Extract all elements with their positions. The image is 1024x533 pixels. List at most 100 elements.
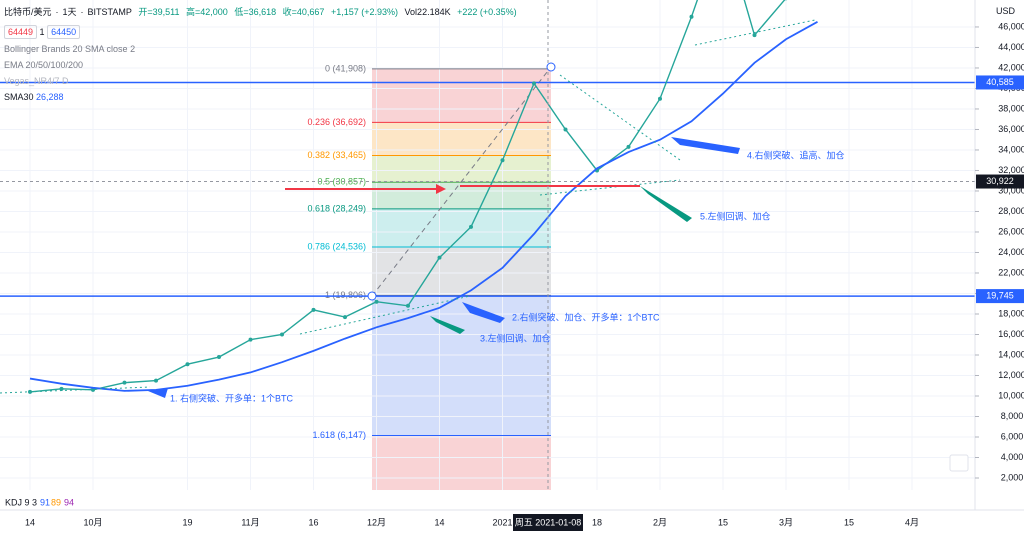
y-tick-label: 8,000 bbox=[1001, 411, 1024, 421]
y-tick-label: 28,000 bbox=[998, 206, 1024, 216]
crosshair-date: 周五 2021-01-08 bbox=[515, 517, 582, 527]
interval: 1天 bbox=[56, 7, 77, 17]
x-tick-label: 14 bbox=[25, 517, 35, 527]
y-tick-label: 10,000 bbox=[998, 390, 1024, 400]
y-tick-label: 18,000 bbox=[998, 308, 1024, 318]
price-point bbox=[311, 307, 316, 312]
trend-line bbox=[539, 179, 681, 196]
y-tick-label: 24,000 bbox=[998, 247, 1024, 257]
y-tick-label: 6,000 bbox=[1001, 431, 1024, 441]
y-tick-label: 30,000 bbox=[998, 185, 1024, 195]
sell-button[interactable]: 64449 bbox=[4, 25, 38, 39]
fib-label: 0.618 (28,249) bbox=[307, 203, 366, 213]
fib-label: 1 (19,806) bbox=[325, 290, 366, 300]
order-qty[interactable]: 1 bbox=[39, 27, 45, 37]
fib-handle[interactable] bbox=[367, 291, 377, 301]
arrow bbox=[671, 137, 740, 154]
price-point bbox=[217, 355, 221, 360]
volume: Vol22.184K bbox=[404, 7, 451, 17]
fib-label: 1.618 (6,147) bbox=[312, 430, 366, 440]
indicator[interactable]: Vegas_NR4/7 D bbox=[4, 76, 69, 86]
y-tick-label: 22,000 bbox=[998, 267, 1024, 277]
trend-line bbox=[694, 19, 816, 46]
x-tick-label: 15 bbox=[718, 517, 728, 527]
fib-label: 0.786 (24,536) bbox=[307, 241, 366, 251]
price-point bbox=[343, 315, 347, 320]
price-tag bbox=[976, 75, 1024, 90]
annotation: 5.左侧回调、加仓 bbox=[700, 210, 771, 221]
y-tick-label: 2,000 bbox=[1001, 472, 1024, 482]
x-tick-label: 10月 bbox=[83, 517, 102, 527]
scroll-button[interactable] bbox=[949, 454, 969, 472]
currency[interactable]: USD bbox=[996, 6, 1016, 16]
header: 比特币/美元 1天 BITSTAMP 开=39,511 高=42,000 低=36,… bbox=[4, 5, 521, 18]
crosshair-tag-label: 30,922 bbox=[986, 176, 1014, 186]
open: 开=39,511 bbox=[138, 7, 180, 17]
x-tick-label: 2月 bbox=[653, 517, 667, 527]
kdj-label: KDJ 9 3 bbox=[5, 497, 37, 507]
indicator[interactable]: Bollinger Brands 20 SMA close 2 bbox=[4, 44, 136, 54]
symbol: 比特币/美元 bbox=[4, 7, 52, 17]
arrow bbox=[462, 302, 505, 323]
close: 收=40,667 bbox=[282, 7, 325, 17]
price-point bbox=[689, 14, 694, 19]
price-point bbox=[563, 127, 568, 132]
series-line bbox=[29, 0, 786, 393]
y-tick-label: 42,000 bbox=[998, 62, 1024, 72]
y-tick-label: 34,000 bbox=[998, 144, 1024, 154]
price-point bbox=[248, 337, 253, 342]
trend-line bbox=[299, 295, 471, 335]
price-point bbox=[469, 224, 473, 229]
x-tick-label: 11月 bbox=[241, 517, 259, 527]
annotation: 4.右侧突破、追高、加仓 bbox=[747, 149, 845, 160]
y-tick-label: 36,000 bbox=[998, 124, 1024, 134]
price-point bbox=[122, 380, 127, 385]
fib-handle[interactable] bbox=[546, 62, 556, 72]
trend-line bbox=[559, 74, 681, 161]
price-point bbox=[154, 378, 158, 383]
price-point bbox=[658, 96, 662, 101]
x-tick-label: 4月 bbox=[905, 517, 919, 527]
y-tick-label: 4,000 bbox=[1001, 452, 1024, 462]
exchange: BITSTAMP bbox=[81, 7, 132, 17]
price-point bbox=[280, 332, 284, 337]
x-tick-label: 14 bbox=[434, 517, 444, 527]
price-tag-label: 40,585 bbox=[986, 77, 1014, 87]
price-point bbox=[626, 144, 631, 149]
kdj-j: 94 bbox=[64, 497, 74, 507]
x-tick-label: 16 bbox=[308, 517, 318, 527]
fib-label: 0 (41,908) bbox=[325, 63, 366, 73]
kdj-k: 91 bbox=[40, 497, 50, 507]
crosshair-date-tag bbox=[513, 514, 583, 531]
fib-band bbox=[372, 155, 551, 183]
price-tag-label: 19,745 bbox=[986, 290, 1014, 300]
fib-trend-line bbox=[371, 66, 552, 297]
x-tick-label: 2021 bbox=[492, 517, 512, 527]
x-tick-label: 12月 bbox=[367, 517, 386, 527]
fib-band bbox=[372, 246, 551, 296]
crosshair-tag bbox=[976, 174, 1024, 189]
buy-button[interactable]: 64450 bbox=[47, 25, 81, 39]
x-tick-label: 18 bbox=[592, 517, 602, 527]
trend-line bbox=[0, 386, 151, 394]
high: 高=42,000 bbox=[186, 7, 228, 17]
y-tick-label: 12,000 bbox=[998, 370, 1024, 380]
fib-label: 0.5 (30,857) bbox=[317, 177, 366, 187]
fib-label: 0.382 (33,465) bbox=[307, 150, 366, 160]
x-tick-label: 3月 bbox=[779, 517, 793, 527]
arrow bbox=[148, 388, 168, 398]
y-tick-label: 26,000 bbox=[998, 226, 1024, 236]
kdj-d: 89 bbox=[51, 497, 61, 507]
annotation: 3.左侧回调、加仓 bbox=[480, 332, 551, 343]
sma-legend[interactable]: SMA30 26,288 bbox=[4, 92, 64, 102]
low: 低=36,618 bbox=[234, 7, 277, 17]
change: +1,157 (+2.93%) bbox=[330, 7, 399, 17]
price-point bbox=[91, 387, 95, 392]
annotation: 2.右侧突破、加仓、开多单：1个BTC bbox=[512, 311, 660, 322]
indicator[interactable]: EMA 20/50/100/200 bbox=[4, 60, 84, 70]
fib-band bbox=[372, 122, 551, 156]
price-point bbox=[752, 33, 757, 38]
annotation: 1. 右侧突破、开多单：1个BTC bbox=[170, 392, 294, 403]
price-point bbox=[59, 386, 64, 391]
